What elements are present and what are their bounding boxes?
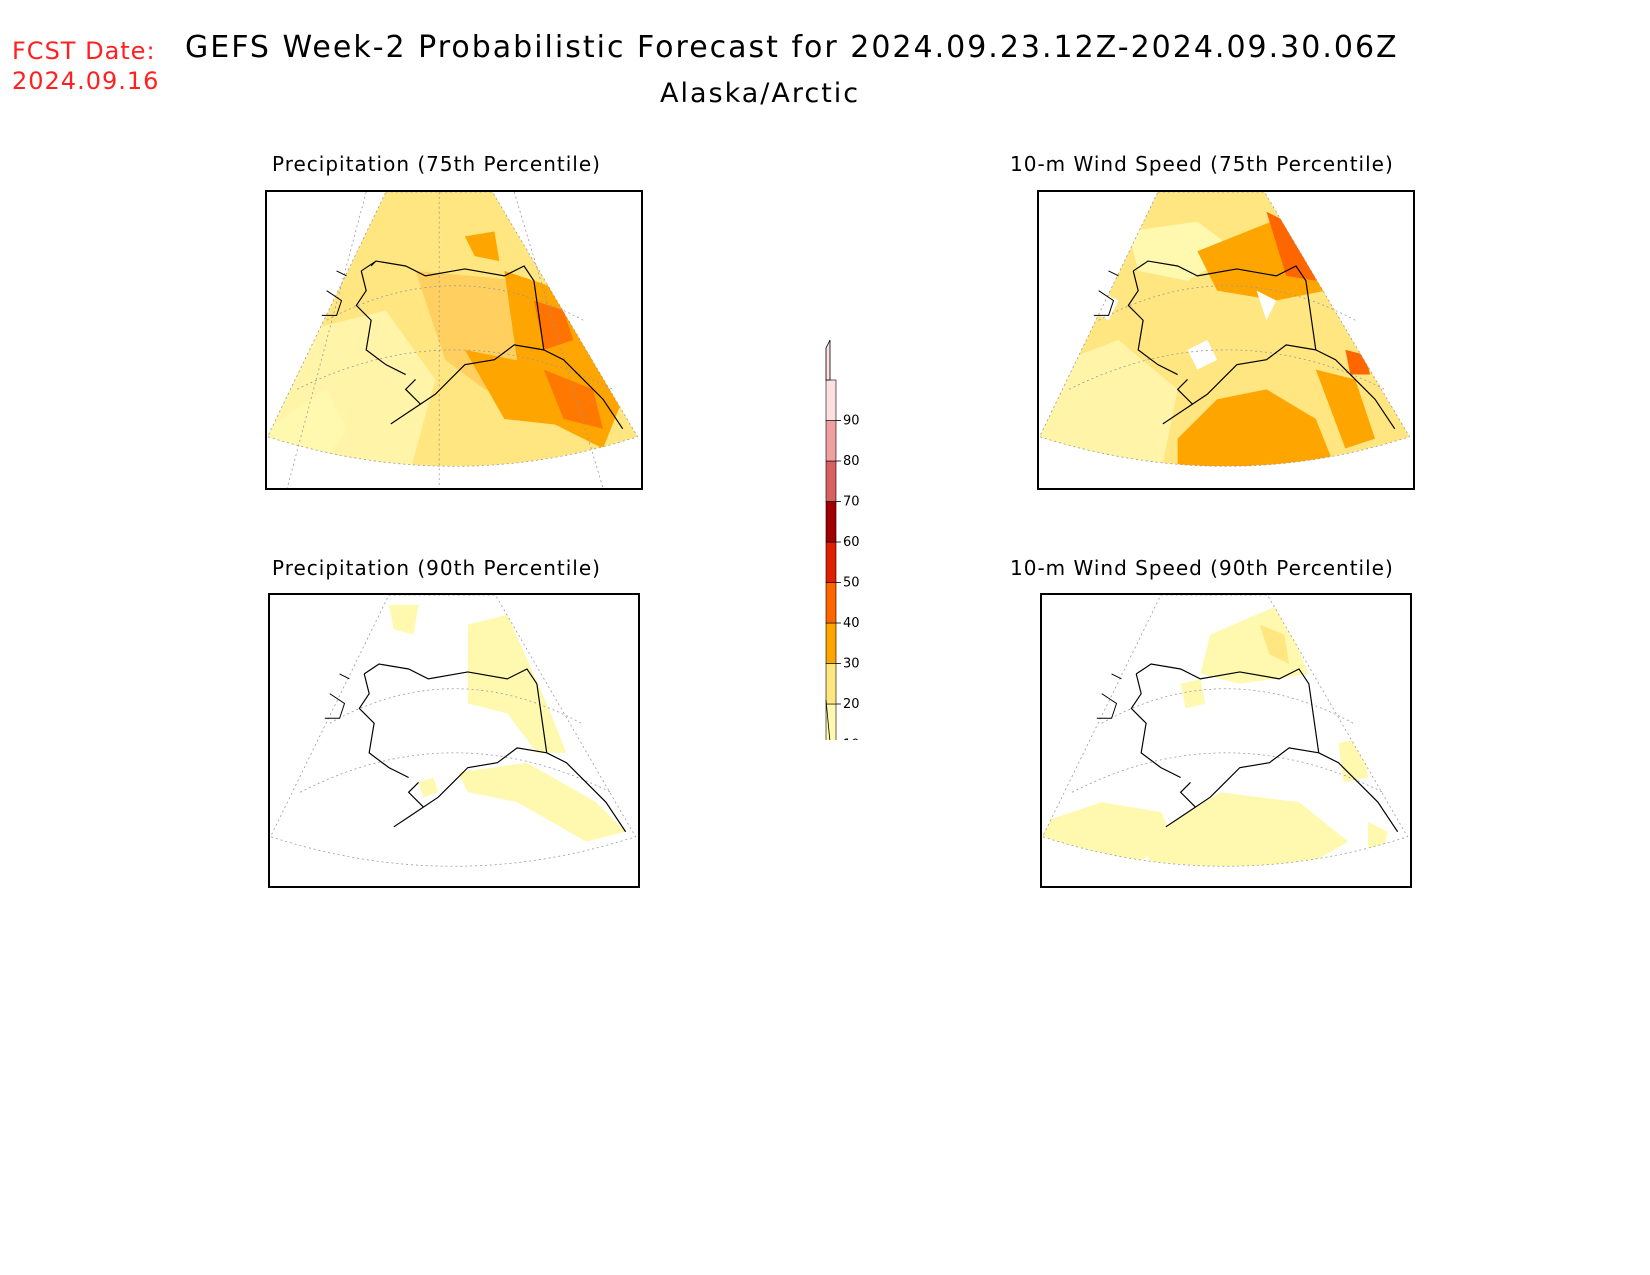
forecast-date-value: 2024.09.16 [12, 67, 160, 95]
forecast-date-caption: FCST Date: [12, 37, 156, 65]
panel-title-wind-75: 10-m Wind Speed (75th Percentile) [1010, 152, 1394, 176]
map-wind-90 [1042, 595, 1409, 867]
colorbar-swatch [825, 703, 837, 740]
map-wind-75 [1039, 192, 1411, 467]
panel-title-precip-90: Precipitation (90th Percentile) [272, 556, 601, 580]
colorbar-tick-label: 20 [843, 697, 860, 712]
colorbar-tick-label: 10 [843, 738, 860, 741]
colorbar-tick-label: 90 [843, 414, 860, 429]
map-panel-precip-75 [265, 190, 643, 490]
colorbar-swatch [825, 420, 837, 462]
colorbar-labels: 10 20 30 40 50 60 70 80 90 [836, 414, 860, 741]
map-panel-wind-75 [1037, 190, 1415, 490]
colorbar-swatches [825, 379, 837, 740]
colorbar-tick-label: 60 [843, 535, 860, 550]
page-title: GEFS Week-2 Probabilistic Forecast for 2… [185, 30, 1399, 65]
panel-title-wind-90: 10-m Wind Speed (90th Percentile) [1010, 556, 1394, 580]
colorbar-swatch [825, 379, 837, 421]
colorbar-tick-label: 80 [843, 454, 860, 469]
region-subtitle: Alaska/Arctic [660, 78, 861, 109]
map-panel-wind-90 [1040, 593, 1412, 888]
colorbar-tick-label: 40 [843, 616, 860, 631]
colorbar-swatch [825, 663, 837, 705]
colorbar-top-cap [825, 339, 831, 381]
map-precip-90 [270, 595, 637, 867]
map-panel-precip-90 [268, 593, 640, 888]
colorbar: 10 20 30 40 50 60 70 80 90 [825, 339, 860, 741]
forecast-date-label: FCST Date: 2024.09.16 [12, 36, 159, 96]
colorbar-bottom-cap [825, 699, 831, 740]
colorbar-tick-label: 50 [843, 576, 860, 591]
map-precip-75 [267, 192, 639, 488]
colorbar-tick-label: 30 [843, 657, 860, 672]
colorbar-swatch [825, 582, 837, 624]
panel-title-precip-75: Precipitation (75th Percentile) [272, 152, 601, 176]
colorbar-swatch [825, 622, 837, 664]
colorbar-swatch [825, 501, 837, 543]
colorbar-swatch [825, 460, 837, 502]
colorbar-tick-label: 70 [843, 495, 860, 510]
colorbar-swatch [825, 541, 837, 583]
